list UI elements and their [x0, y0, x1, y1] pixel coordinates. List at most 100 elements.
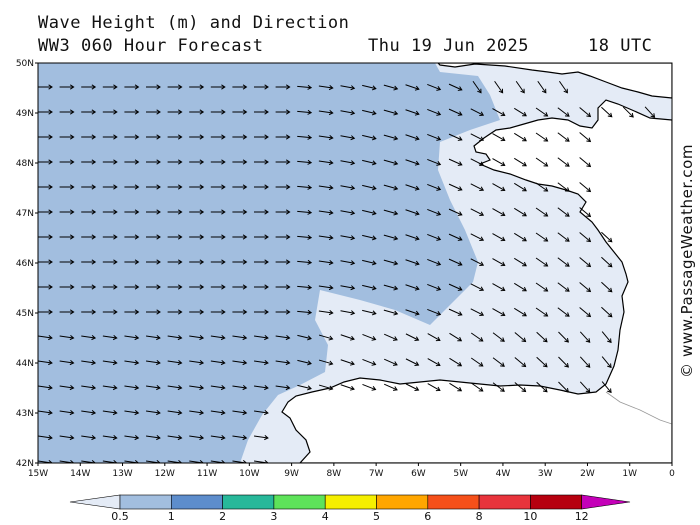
wave-arrow	[167, 234, 183, 240]
wave-arrow	[579, 307, 592, 318]
wave-arrow	[189, 209, 205, 215]
wave-arrow	[210, 435, 226, 441]
wave-arrow	[297, 384, 312, 391]
wave-arrow	[535, 282, 549, 292]
wave-arrow	[318, 285, 334, 291]
wave-arrow	[210, 360, 226, 366]
wave-arrow	[210, 385, 226, 391]
wave-arrow	[514, 332, 527, 343]
wave-arrow	[601, 331, 612, 344]
wave-arrow	[189, 159, 205, 165]
wave-arrow	[405, 259, 420, 266]
wave-arrow	[297, 309, 313, 315]
wave-arrow	[535, 157, 549, 167]
wave-arrow	[449, 332, 463, 342]
wave-arrow	[124, 134, 140, 140]
land-france	[281, 99, 672, 463]
forecast-subtitle: WW3 060 Hour Forecast	[38, 36, 264, 56]
wave-arrow	[145, 360, 161, 366]
wave-arrow	[405, 284, 420, 291]
wave-arrow	[146, 184, 161, 190]
wave-arrow	[515, 80, 525, 94]
wave-arrow	[318, 359, 334, 366]
wave-arrow	[210, 209, 226, 215]
wave-arrow	[59, 360, 75, 366]
wave-arrow	[362, 134, 377, 141]
wave-arrow	[448, 83, 463, 91]
lat-tick-label: 43N	[16, 409, 34, 419]
wave-arrow	[124, 159, 140, 165]
wave-arrow	[102, 385, 118, 391]
wave-arrow	[210, 309, 226, 315]
land-england	[437, 63, 672, 99]
wave-arrow	[253, 335, 269, 341]
wave-arrow	[297, 184, 313, 190]
wave-arrow	[536, 356, 548, 368]
wave-arrow	[470, 208, 485, 217]
wave-arrow	[557, 107, 570, 117]
wave-arrow	[514, 357, 527, 368]
wave-arrow	[557, 207, 570, 217]
wave-arrow	[297, 359, 312, 366]
wave-arrow	[59, 435, 75, 441]
wave-arrow	[579, 232, 592, 243]
wave-arrow	[232, 209, 248, 215]
wave-arrow	[275, 385, 291, 391]
wave-arrow	[318, 160, 334, 166]
wave-arrow	[189, 385, 205, 391]
legend-tick-label: 3	[270, 510, 277, 523]
wave-arrow	[38, 309, 53, 315]
wave-arrow	[427, 233, 442, 241]
wave-arrow	[492, 283, 506, 292]
legend-tick-label: 4	[322, 510, 329, 523]
lon-tick-label: 10W	[239, 469, 259, 479]
lat-tick-label: 47N	[16, 209, 34, 219]
wave-arrow	[383, 159, 399, 166]
wave-arrow	[579, 282, 592, 293]
wave-arrow	[470, 233, 485, 242]
wave-arrow	[558, 80, 568, 94]
wave-arrow	[297, 159, 313, 165]
wave-arrow	[59, 284, 75, 290]
wave-arrow	[38, 209, 53, 215]
wave-arrow	[579, 182, 592, 193]
legend-swatch	[376, 494, 429, 510]
wave-arrow	[81, 284, 97, 290]
wave-arrow	[189, 410, 205, 416]
wave-arrow	[470, 108, 485, 117]
wave-arrow	[59, 234, 75, 240]
wave-arrow	[146, 159, 161, 165]
wave-arrow	[557, 257, 570, 267]
legend-tick-label: 12	[575, 510, 589, 523]
wave-arrow	[514, 382, 527, 393]
wave-arrow	[470, 382, 484, 392]
wave-arrow	[146, 309, 161, 315]
wave-arrow	[383, 234, 399, 241]
forecast-time: 18 UTC	[588, 36, 653, 56]
wave-arrow	[232, 159, 248, 165]
wave-arrow	[38, 410, 53, 416]
wave-arrow	[383, 184, 399, 191]
lon-tick-label: 15W	[28, 469, 48, 479]
wave-arrow	[102, 234, 118, 240]
wave-arrow	[102, 159, 118, 165]
wave-arrow	[537, 80, 547, 94]
wave-arrow	[535, 107, 549, 117]
wave-arrow	[492, 183, 506, 192]
wave-arrow	[492, 233, 506, 242]
wave-arrow	[601, 281, 613, 293]
wave-arrow	[254, 209, 269, 215]
wave-arrow	[275, 360, 291, 366]
wave-arrow	[102, 184, 118, 190]
wave-arrow	[405, 184, 420, 191]
wave-arrow	[622, 106, 634, 118]
wave-arrow	[167, 335, 183, 341]
legend-swatch	[119, 494, 172, 510]
wave-arrow	[644, 106, 656, 118]
wave-arrow	[124, 109, 140, 115]
wave-arrow	[362, 159, 377, 166]
wave-arrow	[601, 381, 612, 394]
wave-arrow	[189, 360, 205, 366]
wave-arrow	[470, 133, 485, 142]
legend-swatch	[478, 494, 531, 510]
